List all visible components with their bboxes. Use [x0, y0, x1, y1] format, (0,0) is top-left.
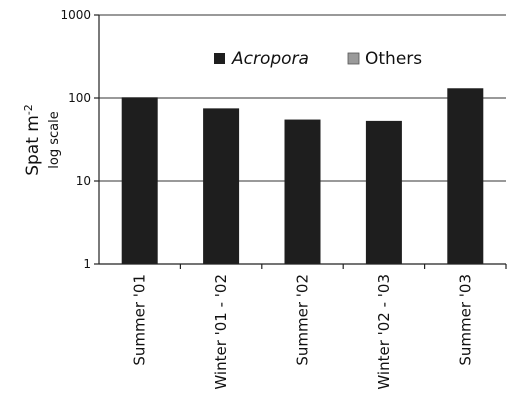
y-tick-label: 1000 [60, 8, 91, 22]
bar-acropora [365, 120, 402, 264]
y-tick-label: 10 [76, 174, 91, 188]
x-category-label: Winter '01 - '02 [212, 274, 230, 390]
legend-swatch-others [347, 52, 360, 65]
y-tick-label: 100 [68, 91, 91, 105]
y-axis-sublabel: log scale [47, 111, 62, 168]
x-category-label: Winter '02 - '03 [375, 274, 393, 390]
legend-label-others: Others [365, 49, 422, 69]
x-category-label: Summer '03 [456, 274, 474, 366]
y-axis-label: Spat m-2 [22, 104, 43, 176]
y-tick-labels: 1 10 100 1000 [60, 8, 99, 271]
axes [98, 15, 506, 265]
legend: Acropora Others [214, 49, 422, 69]
y-tick-label: 1 [83, 257, 91, 271]
y-axis-title: Spat m-2 log scale [22, 104, 62, 176]
x-category-labels: Summer '01 Winter '01 - '02 Summer '02 Wint… [131, 264, 507, 390]
bar-acropora [284, 119, 321, 264]
y-axis-label-exponent: -2 [22, 104, 35, 115]
bar-acropora [447, 88, 484, 264]
legend-swatch-acropora [214, 53, 225, 64]
bars [121, 88, 484, 264]
bar-acropora [203, 108, 240, 264]
legend-label-acropora: Acropora [231, 49, 309, 69]
x-category-label: Summer '01 [131, 274, 149, 366]
y-axis-label-main: Spat m [23, 115, 43, 176]
x-category-label: Summer '02 [294, 274, 312, 366]
bar-acropora [121, 97, 158, 264]
